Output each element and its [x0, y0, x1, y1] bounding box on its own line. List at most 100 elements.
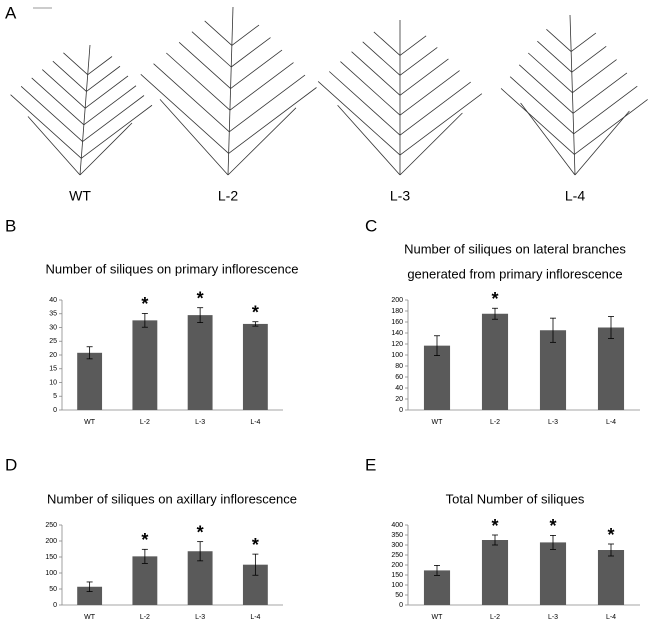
y-tick-label: 180: [391, 308, 403, 315]
tree-branch: [373, 31, 401, 56]
y-tick-label: 400: [391, 522, 403, 529]
significance-mark: *: [141, 294, 148, 314]
y-tick-label: 20: [49, 352, 57, 359]
bar: [423, 345, 451, 410]
chart-title: Number of siliques on lateral branches: [404, 241, 626, 256]
chart-title: generated from primary inflorescence: [407, 266, 622, 281]
tree-stem: [569, 14, 576, 176]
tree-branch: [82, 95, 145, 142]
tree-branch: [159, 99, 229, 176]
tree-branch: [228, 87, 317, 154]
y-tick-label: 200: [45, 538, 57, 545]
bar: [423, 570, 451, 605]
tree-branch: [399, 47, 438, 76]
tree-branch: [204, 20, 233, 46]
y-tick-label: 20: [395, 396, 403, 403]
chart-title: Number of siliques on axillary infloresc…: [47, 491, 297, 506]
x-tick-label: L-4: [250, 419, 260, 426]
chart-title: Number of siliques on primary infloresce…: [46, 261, 299, 276]
tree-branch: [229, 62, 294, 111]
panel-letter: A: [5, 3, 17, 22]
tree-branch: [87, 56, 113, 76]
tree-branch: [52, 60, 87, 92]
tree-branch: [572, 59, 617, 94]
y-tick-label: 120: [391, 341, 403, 348]
x-tick-label: WT: [432, 614, 444, 621]
x-tick-label: L-2: [140, 614, 150, 621]
x-tick-label: WT: [432, 419, 444, 426]
y-tick-label: 100: [45, 570, 57, 577]
y-tick-label: 250: [391, 552, 403, 559]
y-tick-label: 60: [395, 374, 403, 381]
tree-branch: [166, 52, 231, 111]
tree-branch: [317, 81, 401, 156]
x-tick-label: L-2: [140, 419, 150, 426]
tree-branch: [231, 24, 260, 46]
y-tick-label: 40: [49, 297, 57, 304]
x-tick-label: L-3: [195, 614, 205, 621]
y-tick-label: 100: [391, 582, 403, 589]
y-tick-label: 200: [391, 562, 403, 569]
significance-mark: *: [607, 525, 614, 545]
y-tick-label: 10: [49, 379, 57, 386]
tree-branch: [229, 74, 306, 133]
tree-branch: [573, 85, 638, 135]
tree-stem: [79, 44, 91, 176]
significance-mark: *: [252, 535, 259, 555]
significance-mark: *: [549, 516, 556, 536]
tree-branch: [178, 42, 231, 89]
significance-mark: *: [197, 522, 204, 542]
tree-branch: [399, 93, 483, 156]
tree-branch: [83, 85, 137, 126]
x-tick-label: L-4: [606, 614, 616, 621]
y-tick-label: 160: [391, 319, 403, 326]
tree-branch: [86, 65, 121, 92]
tree-branch: [500, 88, 575, 155]
tree-branch: [31, 77, 85, 126]
tree-branch: [518, 64, 574, 114]
y-tick-label: 250: [45, 522, 57, 529]
tree-label: L-2: [218, 188, 238, 204]
tree-drawings: [10, 6, 648, 176]
tree-branch: [399, 112, 463, 176]
tree-branch: [81, 104, 153, 159]
significance-mark: *: [491, 289, 498, 309]
tree-branch: [227, 107, 297, 176]
x-tick-label: WT: [84, 614, 96, 621]
tree-branch: [340, 61, 401, 116]
significance-mark: *: [491, 516, 498, 536]
panel-letter: B: [5, 216, 16, 235]
tree-branch: [20, 85, 83, 142]
tree-branch: [537, 40, 573, 73]
tree-branch: [191, 31, 232, 68]
tree-label: L-3: [390, 188, 410, 204]
x-tick-label: L-3: [548, 614, 558, 621]
bar: [539, 542, 567, 605]
tree-branch: [63, 52, 88, 76]
chart-title: Total Number of siliques: [446, 491, 585, 506]
tree-branch: [520, 102, 576, 176]
tree-stem: [227, 6, 234, 176]
tree-branch: [362, 41, 401, 76]
y-tick-label: 0: [53, 407, 57, 414]
y-tick-label: 350: [391, 532, 403, 539]
tree-label: L-4: [565, 188, 585, 204]
tree-branch: [84, 75, 129, 109]
bar: [132, 556, 158, 605]
x-tick-label: L-2: [490, 419, 500, 426]
y-tick-label: 100: [391, 352, 403, 359]
x-tick-label: WT: [84, 419, 96, 426]
x-tick-label: L-4: [606, 419, 616, 426]
tree-branch: [153, 63, 230, 133]
tree-branch: [337, 104, 401, 176]
tree-branch: [570, 32, 597, 52]
y-tick-label: 40: [395, 385, 403, 392]
tree-branch: [509, 76, 574, 135]
bar: [132, 320, 158, 410]
y-tick-label: 0: [399, 407, 403, 414]
significance-mark: *: [141, 530, 148, 550]
significance-mark: *: [197, 288, 204, 308]
bar: [242, 323, 268, 410]
x-tick-label: L-3: [195, 419, 205, 426]
tree-branch: [399, 81, 471, 136]
